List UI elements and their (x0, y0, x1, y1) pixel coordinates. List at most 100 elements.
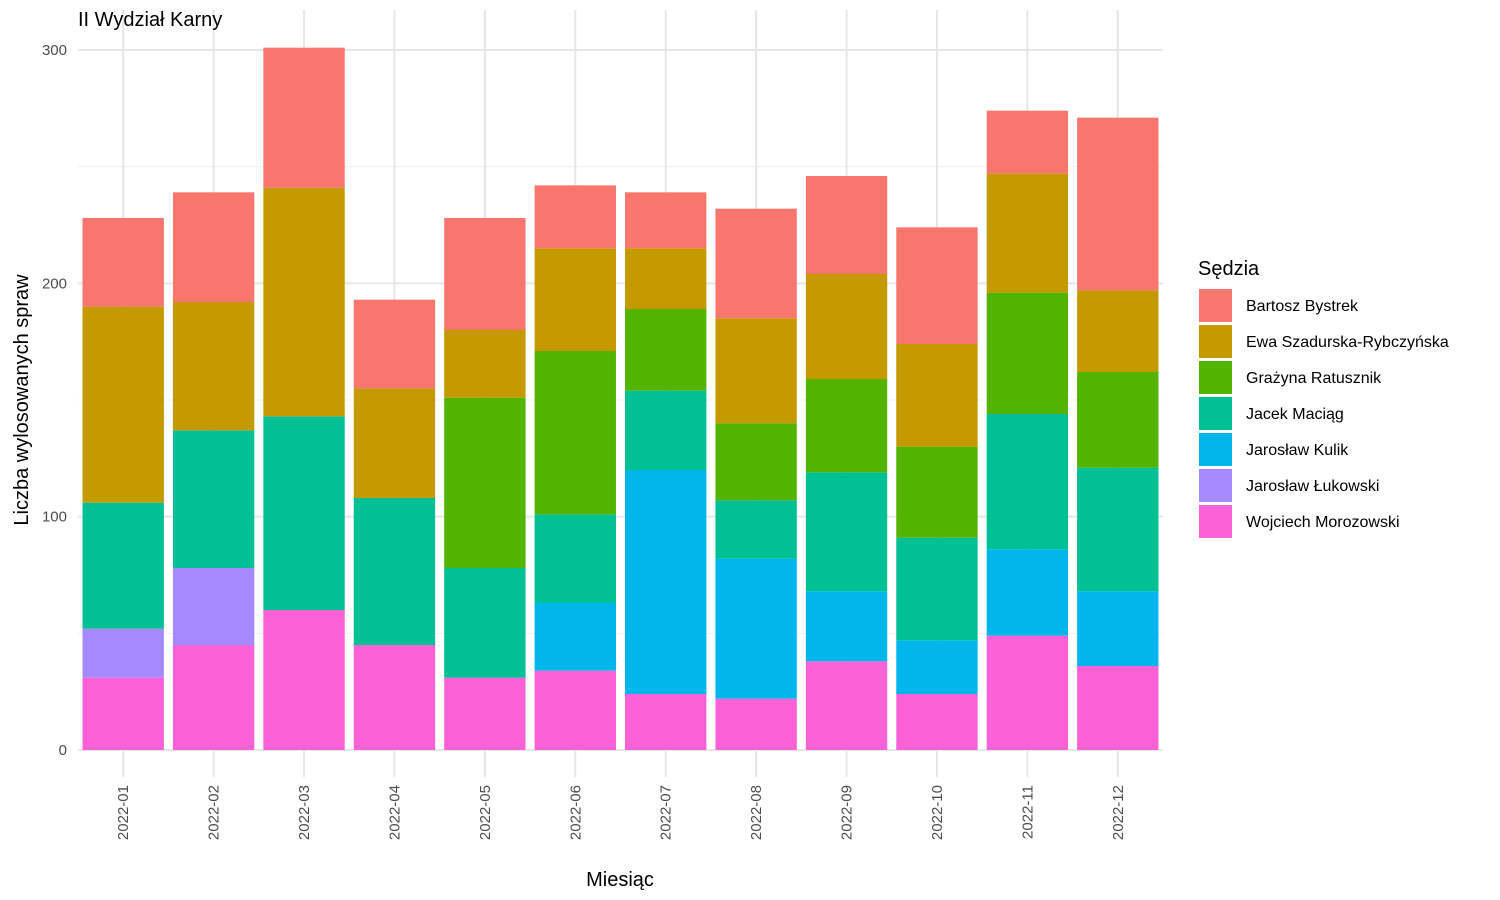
bar-segment (444, 677, 526, 750)
bar-segment (353, 498, 436, 645)
bar-segment (82, 502, 164, 629)
bar-segment (715, 698, 797, 750)
bar-segment (1077, 290, 1159, 372)
legend-label: Bartosz Bystrek (1246, 298, 1359, 315)
bar-segment (896, 344, 978, 447)
x-tick-label: 2022-03 (296, 785, 313, 840)
legend-title: Sędzia (1198, 258, 1260, 280)
legend-label: Wojciech Morozowski (1246, 514, 1400, 531)
legend-swatch (1199, 325, 1232, 358)
bar-segment (896, 446, 978, 538)
bar-segment (172, 430, 255, 568)
x-axis-ticks: 2022-01 2022-02 2022-03 2022-04 2022-05 2022-… (115, 785, 1127, 840)
bar-segment (263, 47, 345, 188)
bar-segment (805, 472, 888, 592)
bar-segment (172, 192, 255, 302)
bar-segment (625, 470, 707, 694)
bar-segment (172, 302, 255, 431)
y-tick-label: 100 (42, 509, 67, 526)
bar-segment (353, 645, 436, 750)
bar-segment (353, 388, 436, 498)
bar-segment (444, 218, 526, 330)
x-tick-label: 2022-06 (567, 785, 584, 840)
bar-segment (172, 645, 255, 750)
x-tick-label: 2022-08 (748, 785, 765, 840)
legend-swatch (1199, 397, 1232, 430)
legend-swatch (1199, 469, 1232, 502)
chart-title: II Wydział Karny (78, 9, 222, 31)
bar-segment (353, 299, 436, 389)
legend: Sędzia Bartosz Bystrek Ewa Szadurska-Rybc… (1198, 258, 1449, 538)
bar-segment (896, 694, 978, 750)
bar-segment (715, 500, 797, 559)
bar-segment (805, 274, 888, 379)
bar-segment (805, 661, 888, 750)
bar-segment (82, 677, 164, 750)
legend-label: Ewa Szadurska-Rybczyńska (1246, 334, 1449, 351)
bar-segment (1077, 666, 1159, 750)
x-tick-label: 2022-04 (386, 785, 403, 840)
y-axis-title: Liczba wylosowanych spraw (11, 274, 33, 526)
x-tick-label: 2022-10 (929, 785, 946, 840)
legend-label: Jacek Maciąg (1246, 406, 1344, 423)
bar-segment (805, 591, 888, 662)
x-tick-label: 2022-05 (477, 785, 494, 840)
y-tick-label: 0 (59, 742, 67, 759)
bar-segment (625, 192, 707, 249)
bar-segment (534, 248, 616, 351)
bar-segment (1077, 467, 1159, 592)
x-axis-title: Miesiąc (586, 869, 654, 891)
bar-segment (896, 227, 978, 344)
bar-segment (534, 351, 616, 515)
bar-segment (263, 187, 345, 417)
bar-segment (805, 176, 888, 274)
bar-segment (534, 603, 616, 671)
legend-label: Jarosław Łukowski (1246, 478, 1379, 495)
bar-segment (986, 549, 1069, 636)
legend-label: Jarosław Kulik (1246, 442, 1349, 459)
bar-segment (534, 514, 616, 603)
bar-segment (986, 635, 1069, 750)
bar-segment (625, 694, 707, 750)
x-tick-label: 2022-02 (206, 785, 223, 840)
bar-segment (1077, 372, 1159, 468)
bar-segment (715, 318, 797, 424)
legend-swatch (1199, 433, 1232, 466)
bar-segment (82, 218, 164, 307)
legend-swatch (1199, 361, 1232, 394)
bar-segment (715, 423, 797, 501)
bar-segment (444, 568, 526, 678)
y-tick-label: 200 (42, 275, 67, 292)
bar-segment (444, 330, 526, 398)
bar-segment (625, 248, 707, 309)
bar-segment (715, 208, 797, 319)
bar-segment (625, 309, 707, 391)
x-tick-label: 2022-12 (1110, 785, 1127, 840)
legend-swatch (1199, 505, 1232, 538)
bar-segment (986, 110, 1069, 174)
legend-label: Grażyna Ratusznik (1246, 370, 1382, 387)
bar-segment (444, 397, 526, 568)
bar-segment (82, 306, 164, 503)
bar-segment (263, 416, 345, 610)
bar-segment (986, 414, 1069, 550)
bar-segment (715, 558, 797, 699)
bar-segment (1077, 591, 1159, 666)
x-tick-label: 2022-11 (1019, 785, 1036, 839)
x-tick-label: 2022-09 (839, 785, 856, 840)
bar-segment (172, 568, 255, 645)
bars (82, 47, 1159, 750)
bar-segment (986, 173, 1069, 293)
y-tick-label: 300 (42, 42, 67, 59)
bar-segment (82, 628, 164, 678)
bar-segment (896, 640, 978, 694)
x-tick-label: 2022-07 (658, 785, 675, 840)
bar-segment (534, 185, 616, 249)
bar-segment (896, 537, 978, 641)
x-tick-label: 2022-01 (115, 785, 132, 840)
legend-swatch (1199, 289, 1232, 322)
y-axis-ticks: 0 100 200 300 (42, 42, 67, 759)
bar-segment (1077, 117, 1159, 291)
bar-segment (805, 379, 888, 473)
